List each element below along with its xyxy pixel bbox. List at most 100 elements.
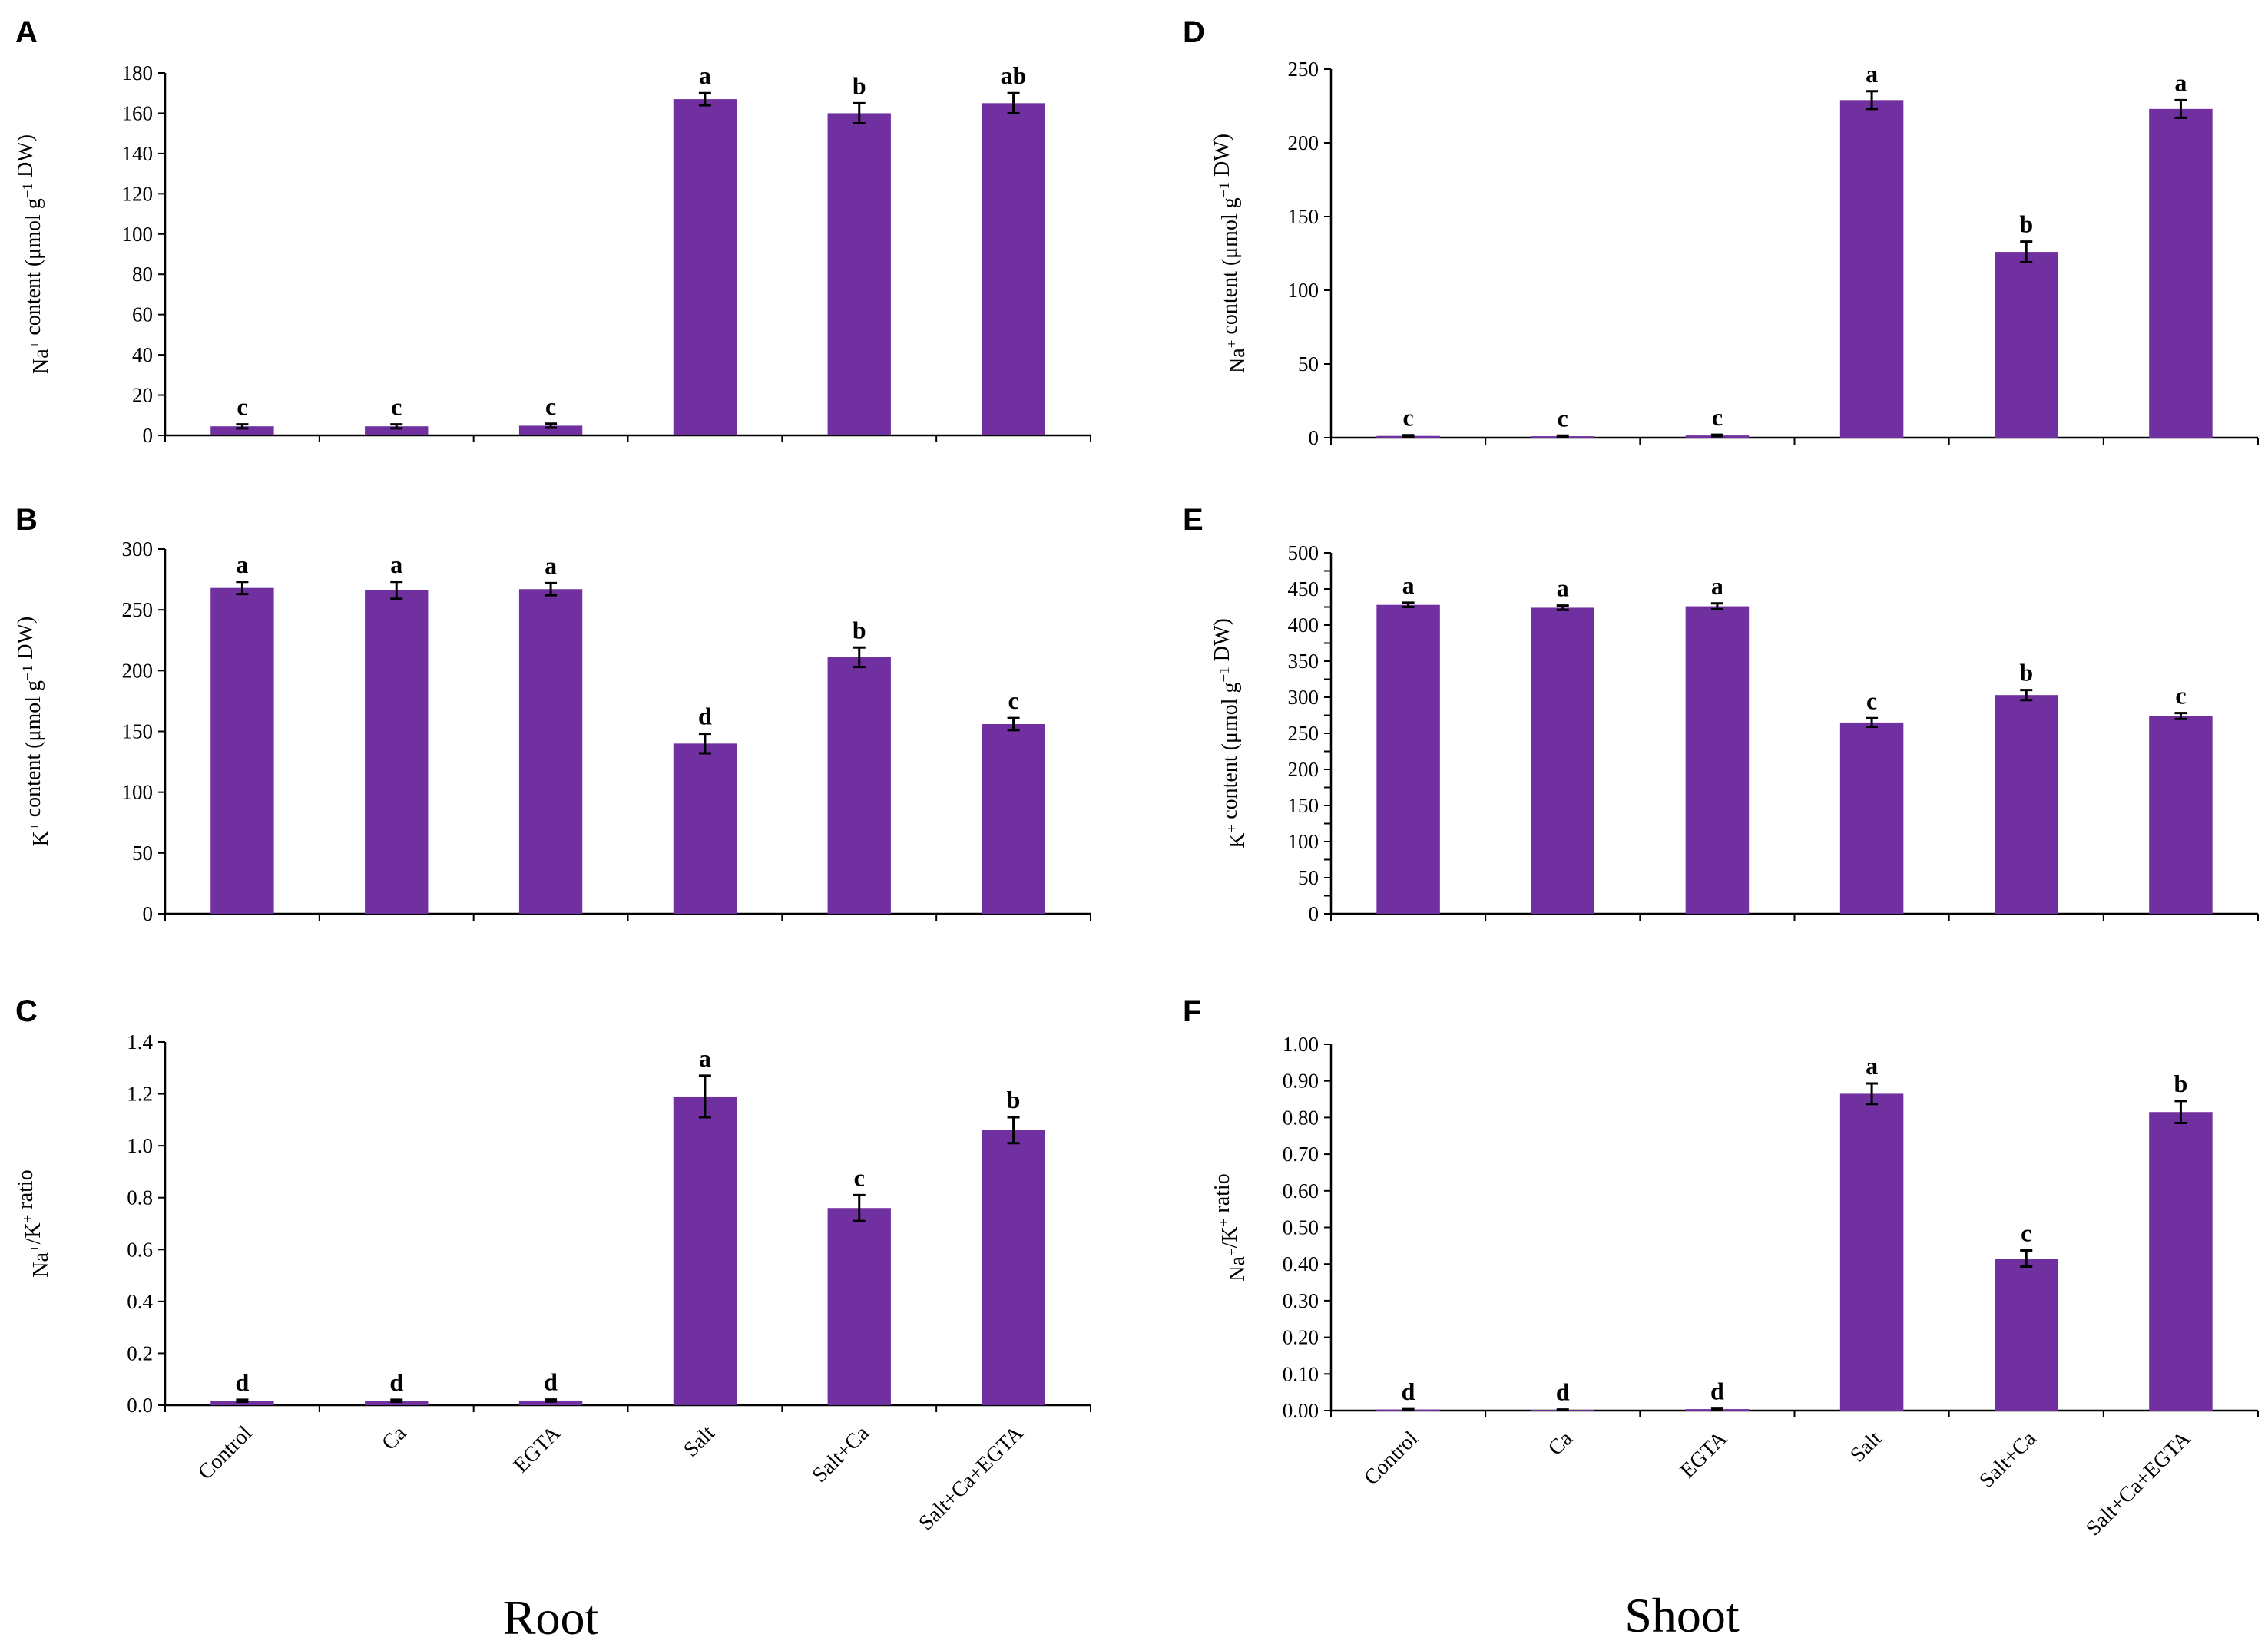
y-tick-label: 0 [143, 424, 154, 447]
y-tick-label: 0.60 [1283, 1179, 1319, 1202]
significance-label: d [236, 1368, 250, 1396]
significance-label: a [2174, 68, 2187, 96]
y-tick-label: 0.30 [1283, 1289, 1319, 1312]
bar-ca [365, 426, 429, 435]
y-tick-label: 50 [1298, 866, 1319, 889]
significance-label: b [2174, 1070, 2188, 1097]
significance-label: c [1008, 686, 1018, 714]
significance-label: c [391, 393, 402, 421]
significance-label: a [699, 61, 711, 89]
y-tick-label: 0.0 [127, 1394, 153, 1417]
y-tick-label: 250 [122, 598, 154, 621]
significance-label: d [389, 1368, 403, 1396]
significance-label: b [1007, 1086, 1021, 1113]
x-category-label: Salt+Ca [808, 1421, 874, 1487]
error-bar [236, 1398, 249, 1404]
significance-label: c [545, 392, 556, 420]
bar-salt-ca-egta [2149, 1112, 2213, 1411]
y-tick-label: 350 [1288, 650, 1319, 673]
bar-salt [1839, 100, 1904, 438]
y-tick-label: 140 [122, 142, 154, 165]
error-bar [698, 733, 711, 755]
panel-letter: D [1183, 15, 1205, 49]
y-tick-label: 200 [1288, 131, 1319, 154]
y-tick-label: 500 [1288, 541, 1319, 564]
y-tick-label: 150 [122, 720, 154, 743]
x-category-label: Control [1359, 1427, 1423, 1490]
significance-label: c [1866, 686, 1877, 714]
bar-salt [1839, 1093, 1904, 1411]
significance-label: d [1710, 1378, 1724, 1405]
significance-label: c [1712, 403, 1723, 431]
y-tick-label: 0.20 [1283, 1326, 1319, 1349]
significance-label: a [1557, 574, 1569, 602]
y-axis-label: Na+ content (μmol g−1 DW) [14, 134, 53, 374]
y-tick-label: 0.70 [1283, 1143, 1319, 1166]
bar-ca [365, 1401, 429, 1405]
error-bar [390, 423, 403, 430]
error-bar [1556, 604, 1569, 611]
y-tick-label: 250 [1288, 58, 1319, 81]
column-title-root: Root [503, 1590, 599, 1644]
bar-control [1376, 604, 1440, 914]
error-bar [2020, 240, 2033, 264]
error-bar [853, 1193, 866, 1222]
bar-salt-ca [827, 657, 891, 914]
panel-d: D Na+ content (μmol g−1 DW) 0 50 100 150 200 25… [1183, 15, 2259, 449]
significance-label: b [853, 616, 866, 643]
error-bar [2020, 689, 2033, 702]
panels: A Na+ content (μmol g−1 DW) 0 20 40 60 80 100 12… [14, 15, 2259, 1540]
error-bar [2174, 98, 2187, 119]
error-bar [698, 1074, 711, 1119]
y-tick-label: 180 [122, 61, 154, 84]
significance-label: a [390, 551, 402, 578]
y-tick-label: 50 [132, 842, 153, 865]
error-bar [1007, 1116, 1020, 1145]
x-category-label: Salt [1846, 1427, 1886, 1467]
y-tick-label: 60 [132, 303, 153, 326]
y-tick-label: 1.2 [127, 1083, 153, 1106]
error-bar [236, 423, 249, 430]
significance-label: ab [1001, 61, 1027, 89]
y-tick-label: 300 [1288, 686, 1319, 709]
y-tick-label: 80 [132, 263, 153, 286]
bar-salt-ca-egta [982, 103, 1045, 436]
error-bar [545, 1398, 558, 1403]
panel-letter: A [15, 15, 38, 49]
significance-label: d [1556, 1378, 1570, 1406]
y-tick-label: 0.00 [1283, 1399, 1319, 1422]
y-tick-label: 0 [143, 902, 154, 925]
bar-salt-ca [1995, 252, 2058, 438]
error-bar [1556, 434, 1569, 438]
y-tick-label: 150 [1288, 794, 1319, 817]
error-bar [853, 101, 866, 125]
error-bar [1866, 1082, 1879, 1106]
bar-salt-ca [827, 113, 891, 435]
y-tick-label: 0 [1309, 902, 1319, 925]
error-bar [236, 581, 249, 596]
error-bar [698, 91, 711, 107]
y-tick-label: 100 [1288, 830, 1319, 853]
x-category-label: Salt [679, 1421, 720, 1462]
significance-label: a [545, 551, 557, 579]
bar-salt [673, 1096, 737, 1405]
panel-letter: B [15, 503, 38, 537]
significance-label: b [2019, 659, 2033, 686]
y-tick-label: 40 [132, 343, 153, 366]
error-bar [545, 422, 558, 429]
error-bar [1402, 434, 1415, 438]
bar-salt-ca-egta [982, 724, 1045, 914]
significance-label: c [1558, 404, 1568, 432]
y-tick-label: 100 [122, 781, 154, 804]
bar-control [210, 426, 274, 435]
error-bar [390, 581, 403, 600]
column-title-shoot: Shoot [1624, 1588, 1740, 1642]
error-bar [2174, 1100, 2187, 1125]
y-axis-label: Na+/K+ ratio [1210, 1173, 1250, 1281]
y-axis-label: Na+/K+ ratio [14, 1169, 53, 1277]
x-category-label: Salt+Ca [1975, 1427, 2041, 1493]
y-tick-label: 1.00 [1283, 1033, 1319, 1056]
y-tick-label: 0.4 [127, 1290, 153, 1313]
significance-label: a [1866, 60, 1878, 88]
error-bar [1007, 716, 1020, 732]
